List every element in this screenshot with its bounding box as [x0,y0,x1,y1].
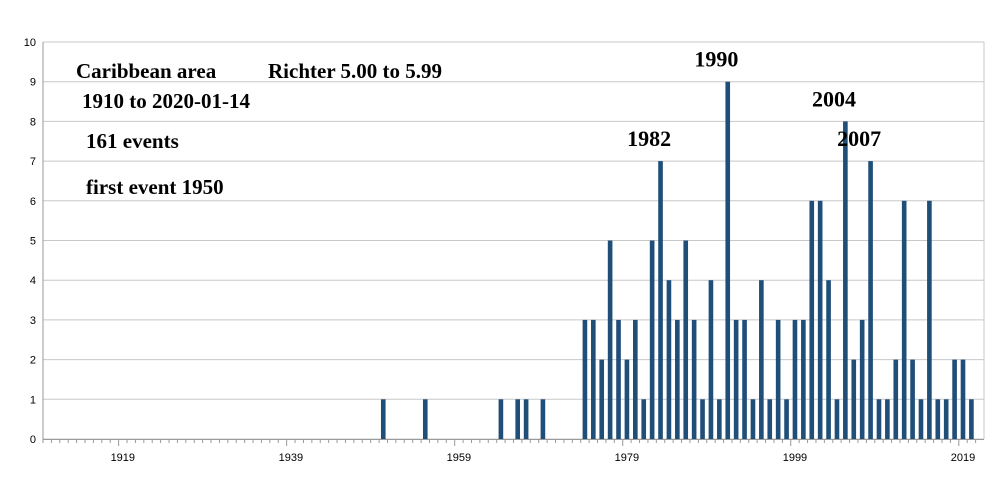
bar [935,399,941,439]
bar [515,399,521,439]
bar [641,399,647,439]
y-tick-label: 4 [30,275,36,287]
bar [700,399,705,439]
y-tick-label: 6 [30,196,36,208]
bar [969,399,974,439]
bar [851,359,857,439]
x-tick-label: 2019 [951,452,975,464]
bar [809,200,815,439]
bar [691,319,697,439]
bar [885,399,890,439]
x-tick-label: 1959 [447,452,471,464]
y-tick-label: 0 [30,434,36,446]
bar [910,359,915,439]
y-tick-label: 5 [30,236,36,248]
bar [843,121,848,440]
bar [943,399,949,439]
y-tick-label: 7 [30,156,36,168]
peak-label: 2004 [812,86,856,111]
bar [624,359,630,439]
bar [834,399,840,439]
bar [859,319,865,439]
info-region: Caribbean area [76,59,217,83]
bar [876,399,882,439]
bar [893,359,899,439]
bar [952,359,957,439]
x-tick-label: 1999 [783,452,807,464]
info-date-range: 1910 to 2020-01-14 [82,89,250,113]
bar [666,280,672,439]
y-tick-label: 8 [30,116,36,128]
bar [649,240,655,439]
bar [725,81,731,439]
x-tick-label: 1939 [279,452,303,464]
bar [801,319,806,439]
info-magnitude-range: Richter 5.00 to 5.99 [268,59,442,83]
bar [633,319,638,439]
bar [817,200,823,439]
bar [717,399,722,439]
bar [582,319,588,439]
bar [708,280,714,439]
x-axis [42,42,984,446]
bar [784,399,789,439]
bar [918,399,924,439]
y-tick-label: 10 [24,37,36,49]
y-tick-label: 1 [30,394,36,406]
bar [927,200,932,439]
peak-label: 1990 [694,47,738,72]
bar [540,399,546,439]
bar [733,319,739,439]
y-tick-label: 2 [30,355,36,367]
y-tick-label: 9 [30,77,36,89]
bar [591,319,596,439]
bar [759,280,764,439]
peak-label: 1982 [627,126,671,151]
bar [767,399,773,439]
info-first-event: first event 1950 [86,175,224,199]
bar [616,319,621,439]
y-axis-tick-labels: 0 1 2 3 4 5 6 7 8 9 10 [24,37,36,446]
bar-series [380,81,974,440]
info-event-count: 161 events [86,129,179,153]
bar [960,359,966,439]
x-tick-label: 1919 [111,452,135,464]
bar [868,161,873,439]
bar [498,399,504,439]
grid-lines [43,41,985,440]
bar [742,319,747,439]
bar [422,399,428,439]
bar [826,280,831,439]
peak-label: 2007 [837,126,881,151]
bar [675,319,680,439]
x-tick-label: 1979 [615,452,639,464]
bar [523,399,529,439]
bar [901,200,907,439]
bar [792,319,798,439]
bar [658,161,663,439]
bar [683,240,689,439]
bar [607,240,613,439]
bar [380,399,386,439]
bar [599,359,605,439]
bar [775,319,781,439]
bar [750,399,756,439]
x-axis-tick-labels: 1919 1939 1959 1979 1999 2019 [111,452,976,464]
peak-annotations: 1982 1990 2004 2007 [627,47,881,151]
y-tick-label: 3 [30,315,36,327]
